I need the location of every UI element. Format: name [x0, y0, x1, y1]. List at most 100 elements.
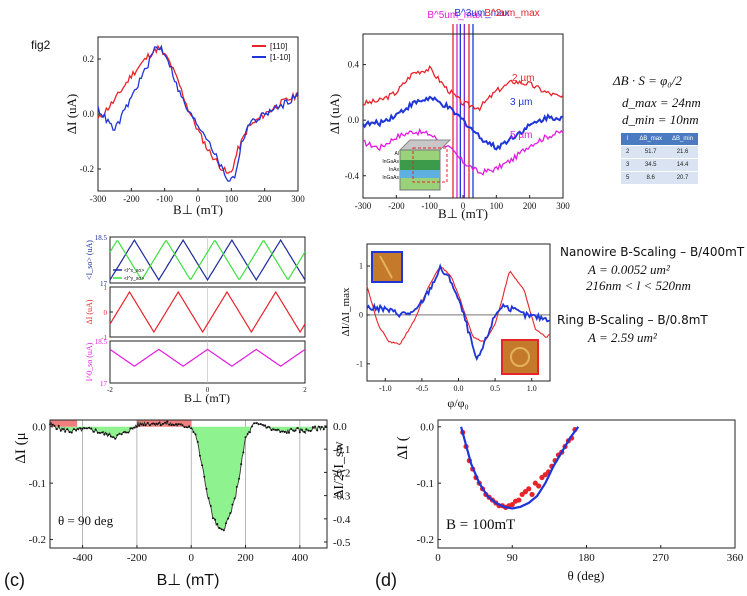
plot3-series-line	[109, 240, 306, 280]
plotc-data-point	[242, 451, 245, 454]
plotc-positive-area	[50, 420, 78, 427]
plotc-data-point	[177, 423, 180, 426]
plotc-data-point	[135, 425, 138, 428]
device-inset-layer	[400, 170, 440, 178]
table-header: ΔB_max	[634, 133, 668, 146]
plot1-x-tick-label: 100	[225, 194, 239, 204]
table-row: 2 51.7 21.6	[621, 145, 699, 159]
plot2-y-axis-label: ΔI (uA)	[327, 94, 342, 135]
plotc-data-point	[264, 424, 267, 427]
plot3-y-axis-label: ΔI (uA)	[85, 299, 94, 324]
plotc-data-point	[122, 431, 125, 434]
plotc-data-point	[172, 423, 175, 426]
plotc-data-point	[246, 433, 249, 436]
plotc-data-point	[127, 431, 130, 434]
table-cell: 20.7	[667, 171, 699, 184]
plotc-data-point	[296, 427, 299, 430]
plot2-top-label: B^2um_max	[484, 8, 539, 19]
plot2-top-label: B^3um_max	[454, 8, 509, 19]
table-row: 3 34.5 14.4	[621, 158, 699, 172]
plotc-data-point	[257, 423, 260, 426]
plotc-data-point	[214, 518, 217, 521]
plot3-y-tick-label: 17	[100, 380, 108, 388]
figure-label: fig2	[31, 38, 51, 52]
plotc-right-tick-label: -0.4	[333, 514, 351, 526]
plot1-x-axis-label: B⊥ (mT)	[173, 202, 223, 217]
plotc-data-point	[183, 426, 186, 429]
plot2-x-tick-label: -200	[388, 201, 405, 211]
plotc-data-point	[305, 428, 308, 431]
plotd-data-point	[509, 501, 515, 508]
plot2-top-label: B^5um_max	[427, 10, 482, 21]
plotc-data-point	[314, 425, 317, 428]
table-header: l	[621, 133, 635, 146]
plotc-right-tick-label: -0.1	[333, 444, 350, 456]
plot3-series-line	[109, 348, 306, 367]
plotc-data-point	[196, 440, 199, 443]
plotc-data-point	[75, 429, 78, 432]
plotc-data-point	[70, 431, 73, 434]
plotc-data-point	[166, 420, 169, 423]
plotc-data-point	[103, 433, 106, 436]
plotd-y-tick-label: 0.0	[420, 421, 434, 433]
plotc-data-point	[88, 426, 91, 429]
plotc-data-point	[77, 428, 80, 431]
plotc-right-tick-label: -0.5	[333, 537, 351, 549]
plotc-right-axis-label: ΔI/2⟨I_sw	[332, 440, 347, 498]
plotc-data-point	[179, 423, 182, 426]
plot2-x-tick-label: 0	[461, 201, 466, 211]
plotc-data-point	[125, 431, 128, 434]
plotd-x-tick-label: 360	[727, 552, 744, 564]
plotc-data-point	[253, 422, 256, 425]
plot3-legend-label: <I^x_so>	[124, 268, 144, 274]
plotc-data-point	[268, 426, 271, 429]
plotc-data-point	[107, 433, 110, 436]
plot3-y-tick-label: 1	[104, 284, 108, 292]
plot2-y-tick-label: -0.4	[345, 171, 360, 181]
plotc-data-point	[281, 430, 284, 433]
plot2-x-tick-label: -300	[355, 201, 372, 211]
plotd-data-point	[516, 497, 522, 503]
plotc-data-point	[138, 424, 141, 427]
plot2-y-tick-label: 0.0	[348, 115, 360, 125]
plot4-x-tick-label: 1.0	[527, 384, 537, 393]
plot1-legend-label: [1-10]	[270, 53, 290, 62]
device-inset-layer-label: InGaAs	[382, 175, 399, 181]
plotc-data-point	[59, 429, 62, 432]
plotc-data-point	[101, 431, 104, 434]
nanowire-area: A = 0.0052 um²	[588, 262, 670, 277]
plot4-x-tick-label: 0.0	[454, 384, 464, 393]
plotc-data-point	[238, 477, 241, 480]
plotc-data-point	[290, 428, 293, 431]
plot4-y-tick-label: 1	[359, 262, 363, 271]
plotc-data-point	[272, 428, 275, 431]
plotc-data-point	[92, 430, 95, 433]
plotc-data-point	[83, 427, 86, 430]
device-inset-highlight	[412, 147, 448, 183]
plotc-data-point	[159, 424, 162, 427]
table-cell: 34.5	[634, 158, 668, 172]
plot1-y-tick-label: 0.2	[83, 54, 94, 64]
plotd-annotation: B = 100mT	[446, 517, 515, 533]
plotc-data-point	[98, 431, 101, 434]
table-row: 5 8.6 20.7	[621, 171, 699, 184]
plotc-x-tick-label: -200	[127, 552, 148, 564]
plot1-y-tick-label: 0.0	[83, 109, 95, 119]
plotc-data-point	[303, 430, 306, 433]
plotc-data-point	[105, 432, 108, 435]
plot1-x-tick-label: -300	[90, 194, 107, 204]
plotc-data-point	[116, 434, 119, 437]
plot1-x-tick-label: -100	[156, 194, 173, 204]
plotc-y-tick-label: 0.0	[32, 421, 46, 433]
plotc-data-point	[316, 429, 319, 432]
device-inset-layer-label: Al	[395, 151, 399, 157]
plotc-right-tick-label: -0.3	[333, 491, 351, 503]
plotc-data-point	[229, 512, 232, 515]
plotc-data-point	[240, 463, 243, 466]
plotc-data-point	[133, 426, 136, 429]
plotd-data-point	[529, 491, 535, 498]
plot4-y-tick-label: -1	[356, 360, 363, 369]
plot3-y-axis-label: <I_so> (uA)	[85, 240, 94, 280]
plot3-y-tick-label: 18.5	[95, 338, 108, 346]
plotc-data-point	[233, 497, 236, 500]
